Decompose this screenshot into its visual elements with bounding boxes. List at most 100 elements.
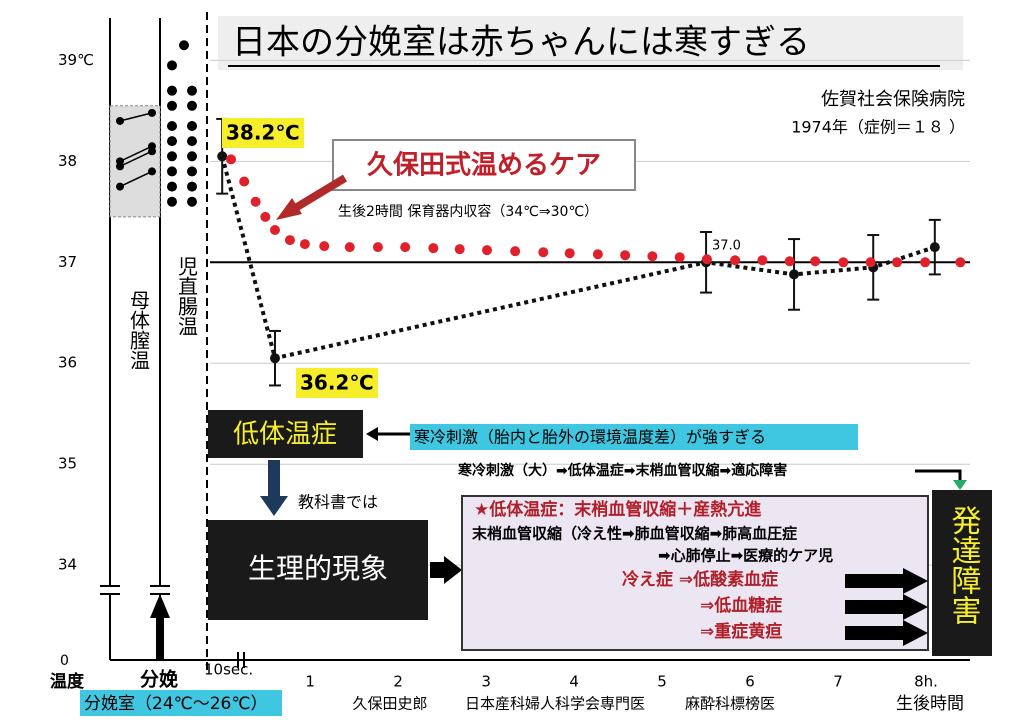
point — [810, 256, 821, 267]
author: 久保田史郎 — [352, 695, 427, 713]
chart-title: 日本の分娩室は赤ちゃんには寒すぎる — [232, 23, 810, 63]
newborn-dot — [187, 166, 197, 177]
arrows — [845, 568, 928, 646]
newborn-dot — [187, 196, 197, 207]
y-origin-label: 0 — [60, 653, 69, 669]
annotation: 寒冷刺激（胎内と胎外の環境温度差）が強すぎる — [414, 428, 766, 447]
y-tick-label: 35 — [58, 455, 77, 473]
annotation: 久保田式温めるケア — [367, 151, 601, 181]
arrow — [150, 594, 170, 618]
newborn-dot — [167, 166, 177, 177]
point — [891, 257, 902, 268]
box-line: ★低体温症：末梢血管収縮＋産熱亢進 — [474, 499, 761, 520]
point — [299, 239, 310, 250]
box-line: 冷え症 ⇒低酸素血症 — [622, 569, 778, 590]
point — [372, 242, 383, 253]
point — [592, 249, 603, 260]
x-tick-label: 1 — [305, 673, 315, 691]
y-tick-label: 36 — [58, 354, 77, 372]
newborn-dot — [167, 60, 177, 71]
newborn-dot — [187, 100, 197, 111]
source: 佐賀社会保険病院 — [821, 89, 965, 110]
box — [208, 520, 428, 620]
annotation: 発達障害 — [946, 505, 982, 625]
box-line: ⇒重症黄疸 — [700, 621, 782, 642]
newborn-label: 児直腸温 — [175, 256, 199, 336]
annotation: 寒冷刺激（大）➡低体温症➡末梢血管収縮➡適応障害 — [458, 462, 787, 479]
maternal-link — [119, 150, 153, 168]
point — [757, 255, 768, 266]
maternal-link — [119, 112, 153, 122]
box — [932, 490, 992, 656]
point — [838, 257, 849, 268]
newborn-dot — [187, 136, 197, 147]
point — [428, 243, 439, 254]
newborn-dot — [167, 136, 177, 147]
newborn-dot — [167, 85, 177, 96]
highlight — [80, 690, 282, 716]
newborn-dot — [187, 85, 197, 96]
x-tick-label: 7 — [833, 673, 843, 691]
point — [564, 248, 575, 259]
x-tick-label: 3 — [481, 673, 491, 691]
delivery-room: 分娩室（24℃〜26℃） — [84, 694, 267, 714]
box — [208, 410, 363, 458]
point — [344, 242, 355, 253]
x-tick-label: 2 — [393, 673, 403, 691]
point — [284, 235, 295, 246]
x-tick-label: 5 — [657, 673, 667, 691]
annotation: 生理的現象 — [248, 552, 388, 585]
point — [400, 242, 411, 253]
point — [225, 154, 236, 165]
box — [461, 495, 929, 651]
annotation: 教科書では — [298, 493, 378, 512]
maternal-dot — [116, 116, 124, 125]
point — [269, 353, 280, 364]
title-box — [218, 16, 963, 70]
point — [929, 242, 940, 253]
newborn-dot — [167, 181, 177, 192]
arrow — [260, 496, 288, 516]
arrow — [953, 480, 967, 490]
point — [269, 224, 280, 235]
point — [260, 211, 271, 222]
arrow — [268, 460, 280, 498]
point — [647, 251, 658, 262]
box-line: ➡心肺停止➡医療的ケア児 — [658, 547, 833, 565]
birth-label: 分娩 — [140, 668, 178, 691]
point — [865, 257, 876, 268]
point — [955, 257, 966, 268]
newborn-dot — [187, 121, 197, 131]
maternal-dot — [148, 167, 156, 176]
y-tick-label: 39℃ — [58, 51, 94, 69]
highlight — [222, 118, 304, 148]
point — [217, 151, 228, 162]
point — [620, 250, 631, 261]
point — [538, 247, 549, 258]
point — [789, 269, 800, 280]
point — [784, 256, 795, 267]
maternal-dot — [148, 147, 156, 156]
newborn-dot — [167, 151, 177, 162]
x-axis-label: 生後時間 — [896, 694, 964, 714]
point — [674, 252, 685, 263]
maternal-link — [119, 170, 153, 188]
y-tick-label: 37 — [58, 253, 77, 271]
arrow — [430, 562, 446, 578]
arrow — [276, 198, 302, 220]
box-line: 末梢血管収縮（冷え性➡肺血管収縮➡肺高血圧症 — [472, 525, 797, 543]
newborn-dot — [167, 196, 177, 207]
point — [730, 255, 741, 266]
author: 日本産科婦人科学会専門医 — [465, 695, 645, 713]
point — [454, 244, 465, 255]
arrow — [366, 427, 378, 441]
maternal-label: 母体膣温 — [127, 290, 151, 370]
axis-break — [102, 586, 168, 594]
point — [482, 245, 493, 256]
annotation: 37.0 — [712, 239, 741, 254]
y-axis-label: 温度 — [50, 671, 85, 692]
newborn-dot — [167, 121, 177, 131]
x-tick-label: 4 — [569, 673, 579, 691]
author: 麻酔科標榜医 — [685, 695, 775, 713]
